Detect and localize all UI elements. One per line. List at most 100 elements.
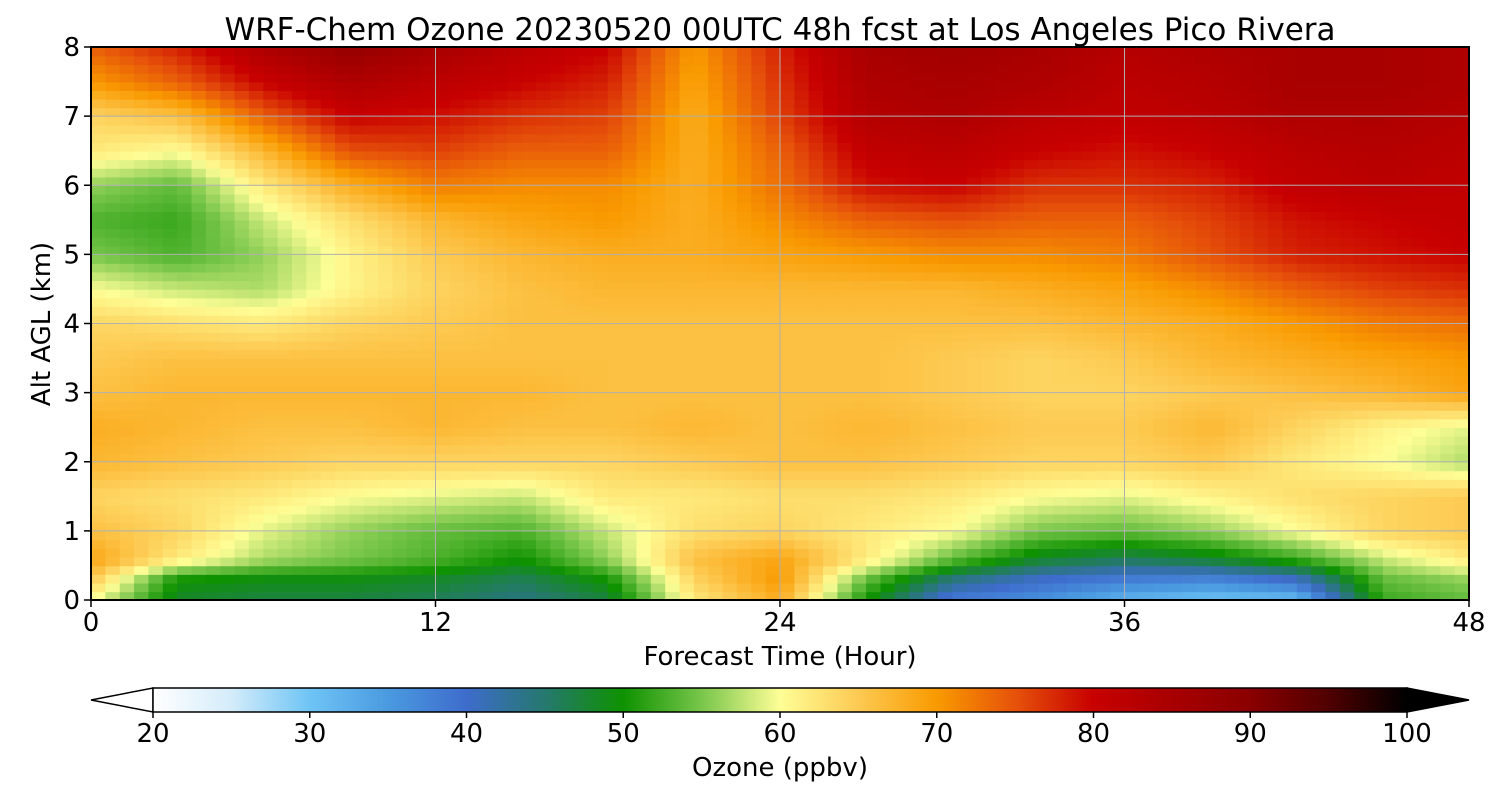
heatmap-cell [1382, 263, 1399, 273]
heatmap-cell [1368, 574, 1384, 584]
heatmap-cell [980, 271, 997, 282]
heatmap-cell [1167, 211, 1183, 221]
heatmap-cell [148, 556, 164, 567]
heatmap-cell [91, 513, 107, 524]
heatmap-cell [794, 556, 810, 567]
heatmap-cell [191, 271, 207, 282]
heatmap-cell [823, 349, 839, 359]
heatmap-cell [507, 513, 523, 524]
heatmap-cell [837, 574, 853, 584]
heatmap-cell [421, 435, 437, 446]
heatmap-cell [378, 323, 394, 333]
heatmap-cell [105, 176, 121, 187]
heatmap-cell [1440, 254, 1456, 264]
heatmap-cell [1167, 202, 1183, 212]
heatmap-cell [1282, 470, 1298, 480]
heatmap-cell [1081, 323, 1097, 333]
heatmap-cell [1009, 470, 1025, 480]
heatmap-cell [406, 167, 422, 178]
heatmap-cell [1124, 582, 1140, 593]
heatmap-cell [866, 297, 882, 308]
heatmap-cell [148, 453, 164, 463]
heatmap-cell [1081, 539, 1097, 549]
heatmap-cell [363, 332, 379, 342]
heatmap-cell [277, 245, 293, 256]
heatmap-cell [1311, 574, 1327, 584]
heatmap-cell [148, 202, 164, 212]
heatmap-cell [1296, 150, 1312, 161]
heatmap-cell [535, 349, 552, 359]
heatmap-cell [220, 211, 236, 221]
heatmap-cell [535, 548, 552, 558]
heatmap-cell [894, 470, 910, 480]
heatmap-cell [1110, 487, 1126, 498]
heatmap-cell [1268, 401, 1284, 411]
heatmap-cell [1397, 323, 1413, 333]
heatmap-cell [980, 323, 997, 333]
heatmap-cell [421, 202, 437, 212]
heatmap-cell [622, 401, 638, 411]
heatmap-cell [1253, 470, 1269, 480]
heatmap-cell [1138, 202, 1154, 212]
heatmap-cell [579, 306, 595, 316]
heatmap-cell [1268, 245, 1284, 256]
heatmap-cell [995, 435, 1011, 446]
heatmap-cell [1325, 539, 1341, 549]
heatmap-cell [823, 167, 839, 178]
heatmap-cell [363, 193, 379, 204]
heatmap-cell [980, 435, 997, 446]
heatmap-cell [1382, 159, 1399, 169]
heatmap-cell [1038, 176, 1054, 187]
heatmap-cell [1067, 565, 1083, 575]
heatmap-cell [1124, 496, 1140, 506]
heatmap-cell [780, 504, 796, 515]
heatmap-cell [1311, 280, 1327, 290]
heatmap-cell [1181, 332, 1198, 342]
heatmap-cell [1325, 401, 1341, 411]
heatmap-cell [952, 185, 968, 195]
heatmap-cell [105, 504, 121, 515]
heatmap-cell [1052, 245, 1068, 256]
heatmap-cell [378, 245, 394, 256]
heatmap-cell [909, 539, 925, 549]
heatmap-cell [751, 479, 767, 489]
heatmap-cell [1239, 392, 1255, 403]
heatmap-cell [794, 565, 810, 575]
heatmap-cell [1124, 193, 1140, 204]
heatmap-cell [722, 237, 738, 247]
heatmap-cell [1009, 383, 1025, 394]
heatmap-cell [909, 245, 925, 256]
heatmap-cell [837, 271, 853, 282]
heatmap-cell [866, 193, 882, 204]
heatmap-cell [679, 444, 695, 454]
heatmap-cell [1311, 159, 1327, 169]
heatmap-cell [507, 487, 523, 498]
heatmap-cell [1339, 574, 1355, 584]
heatmap-cell [636, 185, 652, 195]
heatmap-cell [679, 306, 695, 316]
heatmap-cell [1052, 427, 1068, 437]
heatmap-cell [492, 591, 509, 600]
heatmap-cell [478, 418, 494, 428]
heatmap-cell [1268, 263, 1284, 273]
heatmap-cell [234, 159, 250, 169]
heatmap-cell [966, 340, 982, 351]
heatmap-cell [780, 392, 796, 403]
heatmap-cell [1210, 366, 1226, 377]
heatmap-cell [622, 418, 638, 428]
heatmap-cell [937, 522, 954, 532]
heatmap-cell [693, 513, 710, 524]
heatmap-cell [794, 176, 810, 187]
heatmap-cell [1411, 401, 1427, 411]
heatmap-cell [1024, 280, 1040, 290]
heatmap-cell [1095, 288, 1111, 299]
heatmap-cell [435, 332, 451, 342]
heatmap-cell [794, 461, 810, 472]
heatmap-cell [1153, 185, 1169, 195]
heatmap-cell [277, 271, 293, 282]
heatmap-cell [622, 185, 638, 195]
heatmap-cell [263, 202, 279, 212]
heatmap-cell [521, 167, 537, 178]
heatmap-cell [1296, 245, 1312, 256]
heatmap-cell [923, 530, 939, 541]
